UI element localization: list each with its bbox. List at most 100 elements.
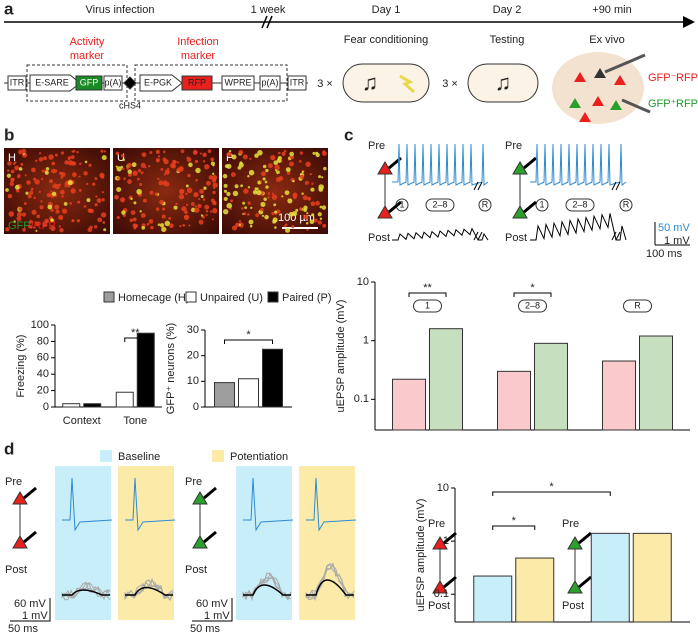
- cell-speck: [213, 186, 216, 189]
- cell-speck: [61, 208, 68, 214]
- step-label: Testing: [490, 34, 525, 46]
- cell-speck: [204, 204, 210, 210]
- significance-label: **: [423, 282, 432, 294]
- significance-label: **: [131, 327, 140, 339]
- cell-speck: [256, 187, 259, 190]
- cell-speck: [276, 170, 280, 175]
- bar: [62, 403, 81, 408]
- cell-speck: [247, 213, 250, 216]
- cell-speck: [276, 209, 281, 214]
- cell-speck: [157, 223, 161, 226]
- cell-speck: [204, 164, 210, 170]
- cell-speck: [255, 213, 259, 218]
- cell-speck: [270, 154, 276, 161]
- trace: [305, 563, 355, 598]
- category-outline: [413, 299, 442, 313]
- significance-bracket: [124, 337, 147, 342]
- scale-label: 60 mV: [196, 598, 228, 610]
- cell-speck: [178, 194, 185, 200]
- cell-label: Post: [185, 564, 207, 576]
- legend-swatch: [100, 450, 112, 462]
- marker-label: marker: [70, 50, 105, 62]
- cell-speck: [203, 186, 207, 190]
- cell-speck: [267, 163, 273, 169]
- cell-speck: [22, 228, 26, 232]
- cell-speck: [232, 190, 239, 197]
- cell-speck: [50, 190, 53, 193]
- cell-label: Pre: [5, 476, 22, 488]
- cell-speck: [76, 219, 80, 223]
- cell-speck: [299, 174, 305, 180]
- bar: [632, 532, 672, 623]
- cell-speck: [247, 201, 251, 205]
- legend-swatch: [212, 450, 224, 462]
- cell-speck: [302, 195, 308, 201]
- cell-speck: [130, 197, 133, 201]
- cell-speck: [209, 210, 213, 213]
- cell-speck: [195, 167, 201, 174]
- cell-speck: [208, 175, 214, 180]
- cell-label: Post: [368, 232, 390, 244]
- cell-speck: [180, 189, 185, 194]
- cell-speck: [188, 162, 193, 168]
- cell-speck: [307, 196, 312, 201]
- scale-label: 1 mV: [204, 610, 230, 622]
- neurons: [569, 53, 651, 122]
- legend-swatch: [267, 291, 279, 303]
- cell-speck: [121, 167, 125, 171]
- cell-speck: [205, 180, 211, 186]
- cell-speck: [64, 185, 67, 188]
- cell-speck: [141, 152, 147, 158]
- cell-speck: [61, 195, 64, 198]
- cell-speck: [248, 169, 255, 176]
- neuron: [192, 491, 208, 505]
- cell-speck: [102, 221, 106, 224]
- trace: [392, 227, 489, 241]
- scale-label: 1 mV: [664, 235, 690, 247]
- cell-speck: [173, 205, 178, 210]
- cell-speck: [147, 165, 151, 168]
- category-outline: [518, 299, 547, 313]
- cell-speck: [207, 149, 212, 153]
- trace: [530, 213, 627, 241]
- trace: [125, 477, 176, 532]
- cell-speck: [210, 157, 215, 162]
- neuron: [512, 161, 528, 175]
- cell-speck: [157, 177, 160, 181]
- neuron: [377, 161, 393, 175]
- cell-speck: [131, 162, 137, 168]
- cell-speck: [309, 172, 312, 176]
- cell-speck: [71, 172, 77, 178]
- cell-speck: [178, 166, 184, 172]
- cell-speck: [158, 180, 164, 186]
- cell-speck: [317, 220, 322, 225]
- cell-speck: [44, 218, 49, 224]
- stim-label: R: [623, 199, 630, 209]
- cell-speck: [185, 184, 189, 188]
- cell-speck: [200, 214, 204, 217]
- cell-speck: [16, 211, 23, 218]
- cell-speck: [148, 219, 154, 224]
- cell-speck: [31, 209, 37, 215]
- cell-speck: [234, 184, 239, 189]
- legend-label: Baseline: [118, 451, 160, 463]
- cell-speck: [169, 223, 174, 229]
- cell-speck: [16, 216, 22, 222]
- shock-icon: [399, 74, 415, 94]
- cell-speck: [184, 210, 188, 215]
- stim-label: R: [482, 199, 489, 209]
- significance-bracket: [492, 491, 611, 496]
- cell-speck: [18, 206, 23, 211]
- cell-speck: [34, 179, 40, 185]
- cell-speck: [54, 183, 60, 190]
- stim-label: 1: [539, 199, 544, 209]
- cell-speck: [250, 206, 253, 209]
- cell-speck: [42, 222, 48, 228]
- cell-speck: [10, 177, 14, 181]
- panel-label: c: [344, 125, 353, 144]
- timeline-label: Virus infection: [86, 4, 155, 16]
- cell-speck: [285, 167, 291, 173]
- cell-speck: [185, 203, 189, 207]
- cell-speck: [103, 150, 107, 153]
- cell-speck: [123, 177, 126, 180]
